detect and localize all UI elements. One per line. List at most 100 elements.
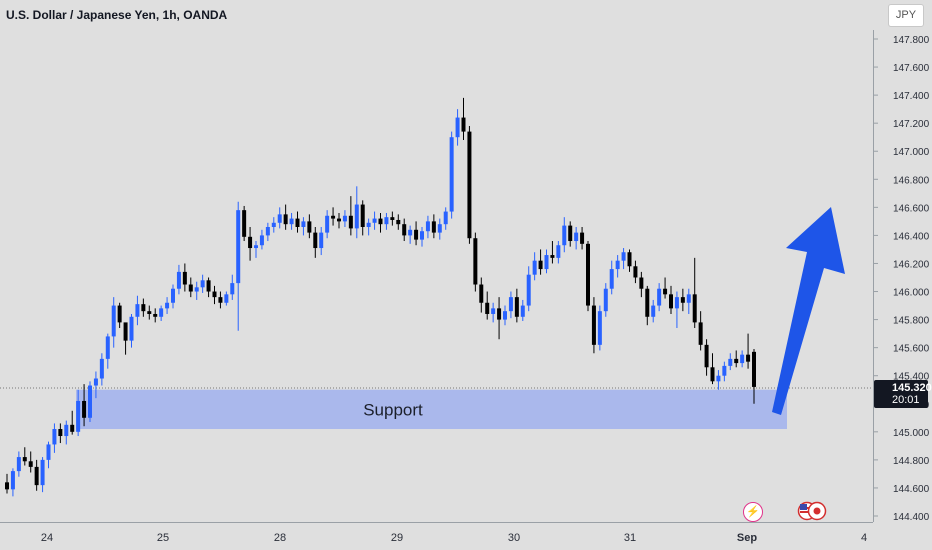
time-tick-label: 25 (157, 532, 169, 544)
candle (224, 291, 229, 306)
candle (425, 215, 430, 239)
time-tick-label: Sep (737, 532, 757, 544)
candle (10, 468, 15, 497)
candle (218, 291, 223, 309)
candle-body (248, 236, 253, 249)
candle-body (704, 344, 709, 368)
candle-body (188, 284, 193, 292)
us-japan-flags-icon[interactable] (797, 501, 827, 521)
candle-body (254, 245, 258, 249)
candle (265, 222, 270, 242)
price-tick-label: 145.400 (893, 372, 930, 383)
candle-body (473, 238, 478, 285)
candle-body (5, 482, 9, 490)
candle (651, 299, 656, 323)
candle-body (556, 245, 561, 258)
candle-body (437, 224, 442, 233)
candle (396, 214, 401, 230)
candle-body (746, 354, 751, 362)
candle-body (366, 222, 371, 227)
candle (171, 284, 175, 309)
time-tick-label: 24 (41, 532, 53, 544)
candle-body (16, 457, 21, 472)
candle-body (194, 287, 199, 292)
candle (562, 217, 567, 253)
time-tick-label: 30 (508, 532, 520, 544)
candle-body (680, 297, 685, 303)
candle-body (111, 305, 116, 337)
price-axis[interactable]: 147.800 147.600 147.400 147.200 147.000 146.8… (874, 35, 930, 523)
candle (34, 459, 39, 491)
candle-body (354, 204, 359, 229)
candle-body (414, 229, 419, 240)
candle-countdown: 20:01 (892, 394, 920, 406)
candle (248, 226, 253, 261)
candle (331, 207, 336, 226)
candle-body (597, 311, 602, 345)
candle (28, 451, 33, 473)
candle-body (431, 221, 436, 233)
candle-body (390, 217, 395, 220)
candle (135, 295, 140, 326)
candle (129, 313, 134, 348)
candle-body (520, 305, 525, 317)
price-tick-label: 147.000 (893, 147, 930, 158)
candle-body (734, 358, 739, 364)
candle-body (212, 291, 217, 298)
candle (307, 214, 312, 239)
bullish-arrow-icon (772, 207, 845, 415)
lightning-icon[interactable]: ⚡ (743, 502, 763, 522)
candle-body (331, 215, 336, 219)
candle-body (46, 444, 51, 460)
candle (165, 297, 170, 314)
candle-body (479, 284, 484, 303)
time-axis[interactable]: 24 25 28 29 30 31 Sep 4 (41, 532, 867, 544)
candle-body (129, 316, 134, 341)
candle-body (165, 302, 170, 309)
candle (734, 350, 739, 368)
candle (283, 204, 288, 230)
candle (52, 423, 57, 453)
candle-body (603, 288, 608, 312)
currency-button[interactable]: JPY (888, 4, 924, 27)
time-tick-label: 4 (861, 532, 867, 544)
candle (716, 370, 721, 390)
candle (301, 217, 306, 236)
candle-body (378, 218, 383, 225)
candle-body (722, 365, 727, 376)
candle-body (514, 297, 519, 317)
candle-body (360, 204, 365, 227)
candle (621, 248, 626, 270)
candle-body (615, 260, 620, 270)
price-tick-label: 146.400 (893, 231, 930, 242)
candle (615, 255, 620, 278)
candle (76, 389, 81, 437)
candle (200, 274, 205, 293)
candle (580, 226, 585, 250)
candle (64, 420, 69, 445)
candle (259, 229, 264, 250)
candle-body (544, 255, 549, 270)
candle-body (10, 471, 15, 490)
candle (473, 232, 478, 292)
price-tick-label: 146.800 (893, 175, 930, 186)
candle-body (580, 232, 585, 244)
candle (556, 241, 561, 264)
candle (212, 285, 217, 305)
candle-body (645, 288, 650, 317)
candle (342, 210, 347, 227)
candle-body (467, 131, 472, 239)
candle (289, 212, 294, 230)
candle-body (568, 225, 573, 242)
candle-body (40, 459, 45, 486)
candle (271, 217, 276, 233)
candle-body (402, 224, 407, 236)
candle (5, 473, 9, 494)
candle-body (550, 255, 555, 258)
candle (603, 283, 608, 317)
candle-body (82, 400, 87, 418)
candle (728, 353, 733, 371)
candle-body (657, 288, 662, 306)
candle (591, 297, 596, 354)
